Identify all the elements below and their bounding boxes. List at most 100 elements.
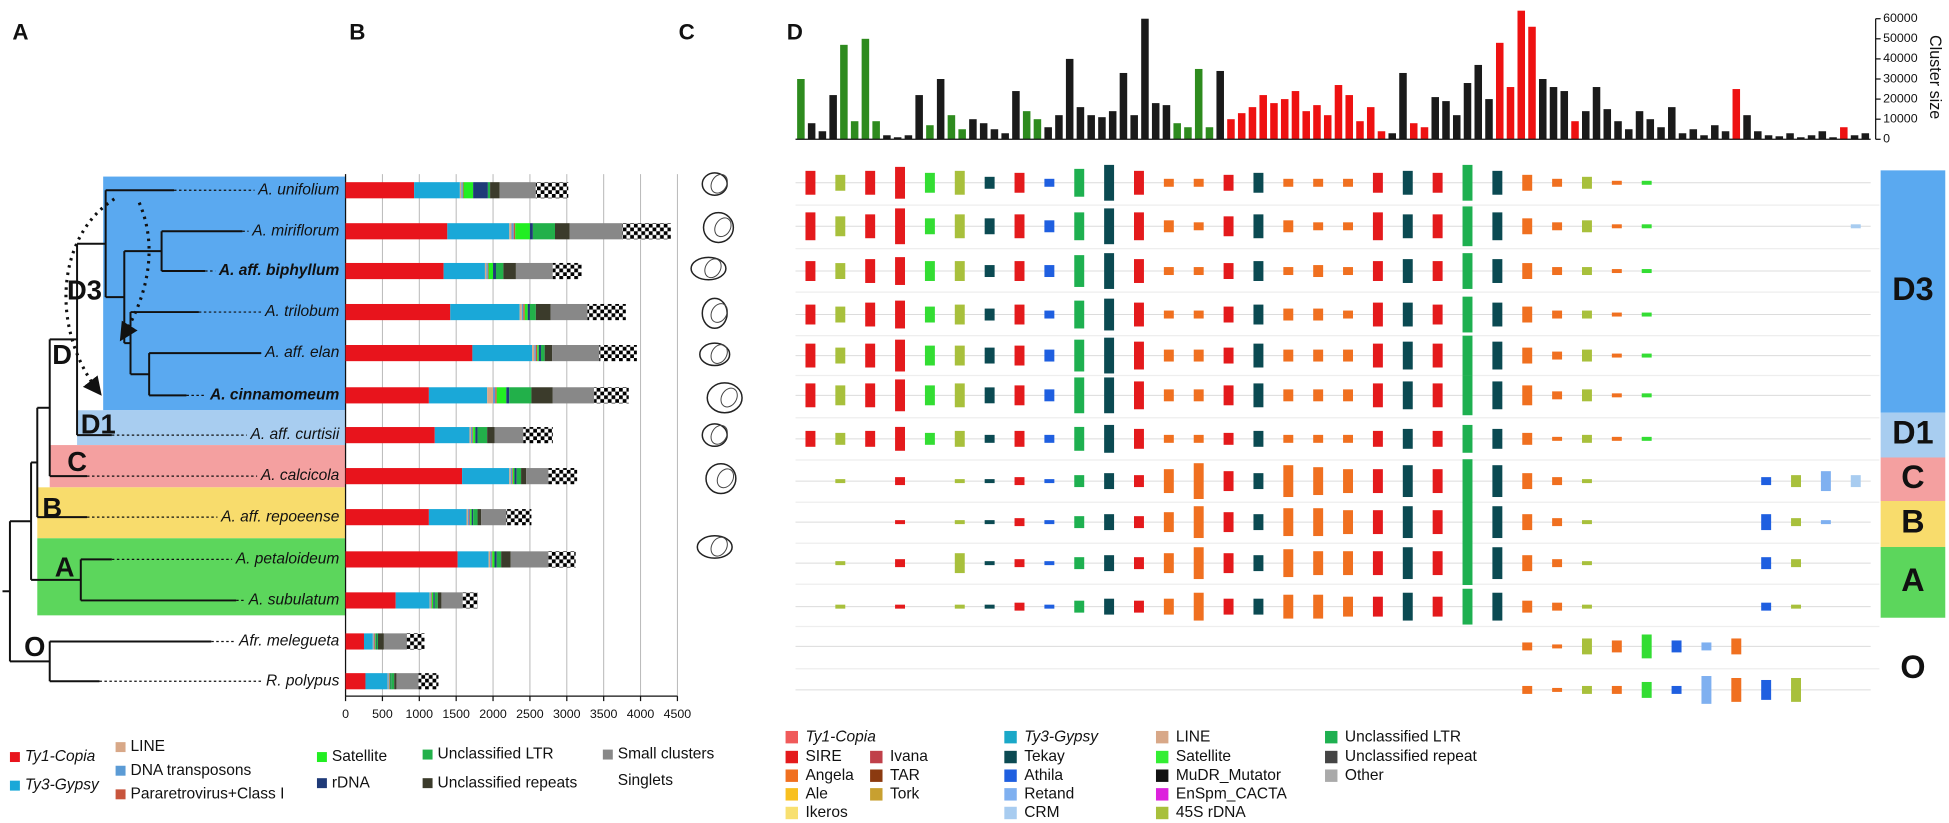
bar — [1248, 107, 1257, 140]
bar — [850, 121, 859, 140]
profile-cell — [1044, 265, 1055, 278]
bar-segment — [428, 387, 488, 404]
profile-cell — [1104, 208, 1115, 245]
bar-segment — [389, 673, 391, 690]
profile-cell — [1432, 596, 1443, 617]
bar-segment — [535, 182, 569, 199]
profile-cell — [1552, 391, 1563, 400]
profile-cell — [1223, 263, 1234, 279]
profile-cell — [865, 302, 876, 327]
profile-cell — [1074, 255, 1085, 287]
profile-cell — [1372, 596, 1383, 617]
profile-cell — [924, 306, 935, 323]
profile-cell — [1104, 337, 1115, 374]
nucleus-outline — [710, 303, 728, 323]
bar-segment — [521, 303, 524, 321]
bar-segment — [414, 182, 460, 199]
bar-segment — [345, 427, 435, 444]
bar — [1850, 135, 1859, 140]
bar-segment — [552, 345, 600, 362]
legend-label: SIRE — [805, 748, 841, 765]
profile-cell — [1343, 596, 1354, 617]
bar-segment — [527, 303, 530, 321]
bar-segment — [406, 633, 425, 650]
species-label: A. aff. elan — [264, 344, 339, 361]
bar — [1592, 87, 1601, 140]
bar-segment — [510, 551, 549, 568]
bar-segment — [496, 262, 504, 280]
profile-cell — [1731, 638, 1742, 655]
profile-cell — [895, 208, 906, 245]
profile-cell — [1492, 212, 1503, 241]
profile-cell — [1343, 434, 1354, 443]
profile-cell — [1641, 312, 1652, 317]
profile-cell — [1283, 349, 1294, 362]
bar-segment — [538, 345, 541, 362]
profile-cell — [1552, 518, 1563, 527]
bar — [1732, 89, 1741, 140]
clade-box-d3 — [103, 176, 346, 411]
bar — [1302, 111, 1310, 140]
bar-segment — [509, 387, 532, 404]
profile-cell — [1223, 553, 1234, 574]
legend-swatch — [1004, 806, 1017, 820]
legend-swatch — [785, 730, 798, 744]
profile-cell — [1581, 520, 1592, 525]
profile-cell — [1163, 512, 1174, 533]
karyotype-images — [690, 172, 743, 559]
bar — [1141, 18, 1149, 140]
bar — [1108, 111, 1117, 140]
profile-cell — [1193, 267, 1204, 276]
profile-cell — [1581, 638, 1592, 655]
profile-cell — [1283, 549, 1294, 578]
profile-cell — [1104, 164, 1115, 201]
profile-cell — [1014, 304, 1025, 325]
bar-segment — [345, 633, 364, 650]
bar — [893, 137, 902, 140]
legend-label: Ivana — [890, 748, 928, 765]
bar — [1797, 137, 1805, 140]
panel-label: C — [679, 20, 695, 45]
bar — [1237, 113, 1246, 140]
profile-cell — [1313, 222, 1324, 231]
x-tick-label: 500 — [372, 707, 393, 721]
bar — [1442, 101, 1450, 140]
profile-cell — [895, 426, 906, 451]
profile-cell — [1522, 218, 1533, 235]
bar-segment — [373, 633, 375, 650]
bar-segment — [491, 551, 493, 568]
legend-swatch — [1325, 730, 1338, 744]
x-tick-label: 2500 — [516, 707, 544, 721]
bar — [915, 95, 923, 140]
profile-cell — [1791, 604, 1801, 609]
profile-cell — [1104, 473, 1115, 490]
profile-cell — [1074, 426, 1085, 451]
profile-cell — [1193, 389, 1204, 402]
profile-cell — [924, 261, 935, 281]
profile-cell — [1581, 220, 1592, 233]
bar — [1194, 68, 1203, 140]
nucleus-outline — [701, 172, 728, 196]
bar — [1614, 121, 1622, 140]
profile-cell — [954, 553, 965, 574]
profile-cell — [1522, 600, 1533, 613]
legend-label: DNA transposons — [131, 762, 252, 779]
profile-cell — [984, 265, 995, 278]
profile-cell — [1163, 553, 1174, 574]
legend-swatch — [115, 765, 126, 776]
bar-segment — [494, 551, 497, 568]
legend-label: Unclassified repeat — [1345, 748, 1478, 765]
profile-cell — [1133, 475, 1144, 488]
profile-cell — [1820, 471, 1831, 492]
bar — [1162, 105, 1171, 140]
species-label: A. aff. repoeense — [220, 508, 340, 525]
species-label: Afr. melegueta — [238, 633, 340, 650]
clade-box-a — [37, 538, 346, 616]
nucleus-outline — [710, 173, 728, 194]
bar-segment — [470, 509, 472, 526]
bar-segment — [471, 509, 474, 526]
profile-cell — [1581, 310, 1592, 319]
bar — [1388, 133, 1396, 140]
bar-segment — [506, 387, 510, 404]
profile-cell — [1044, 310, 1055, 319]
